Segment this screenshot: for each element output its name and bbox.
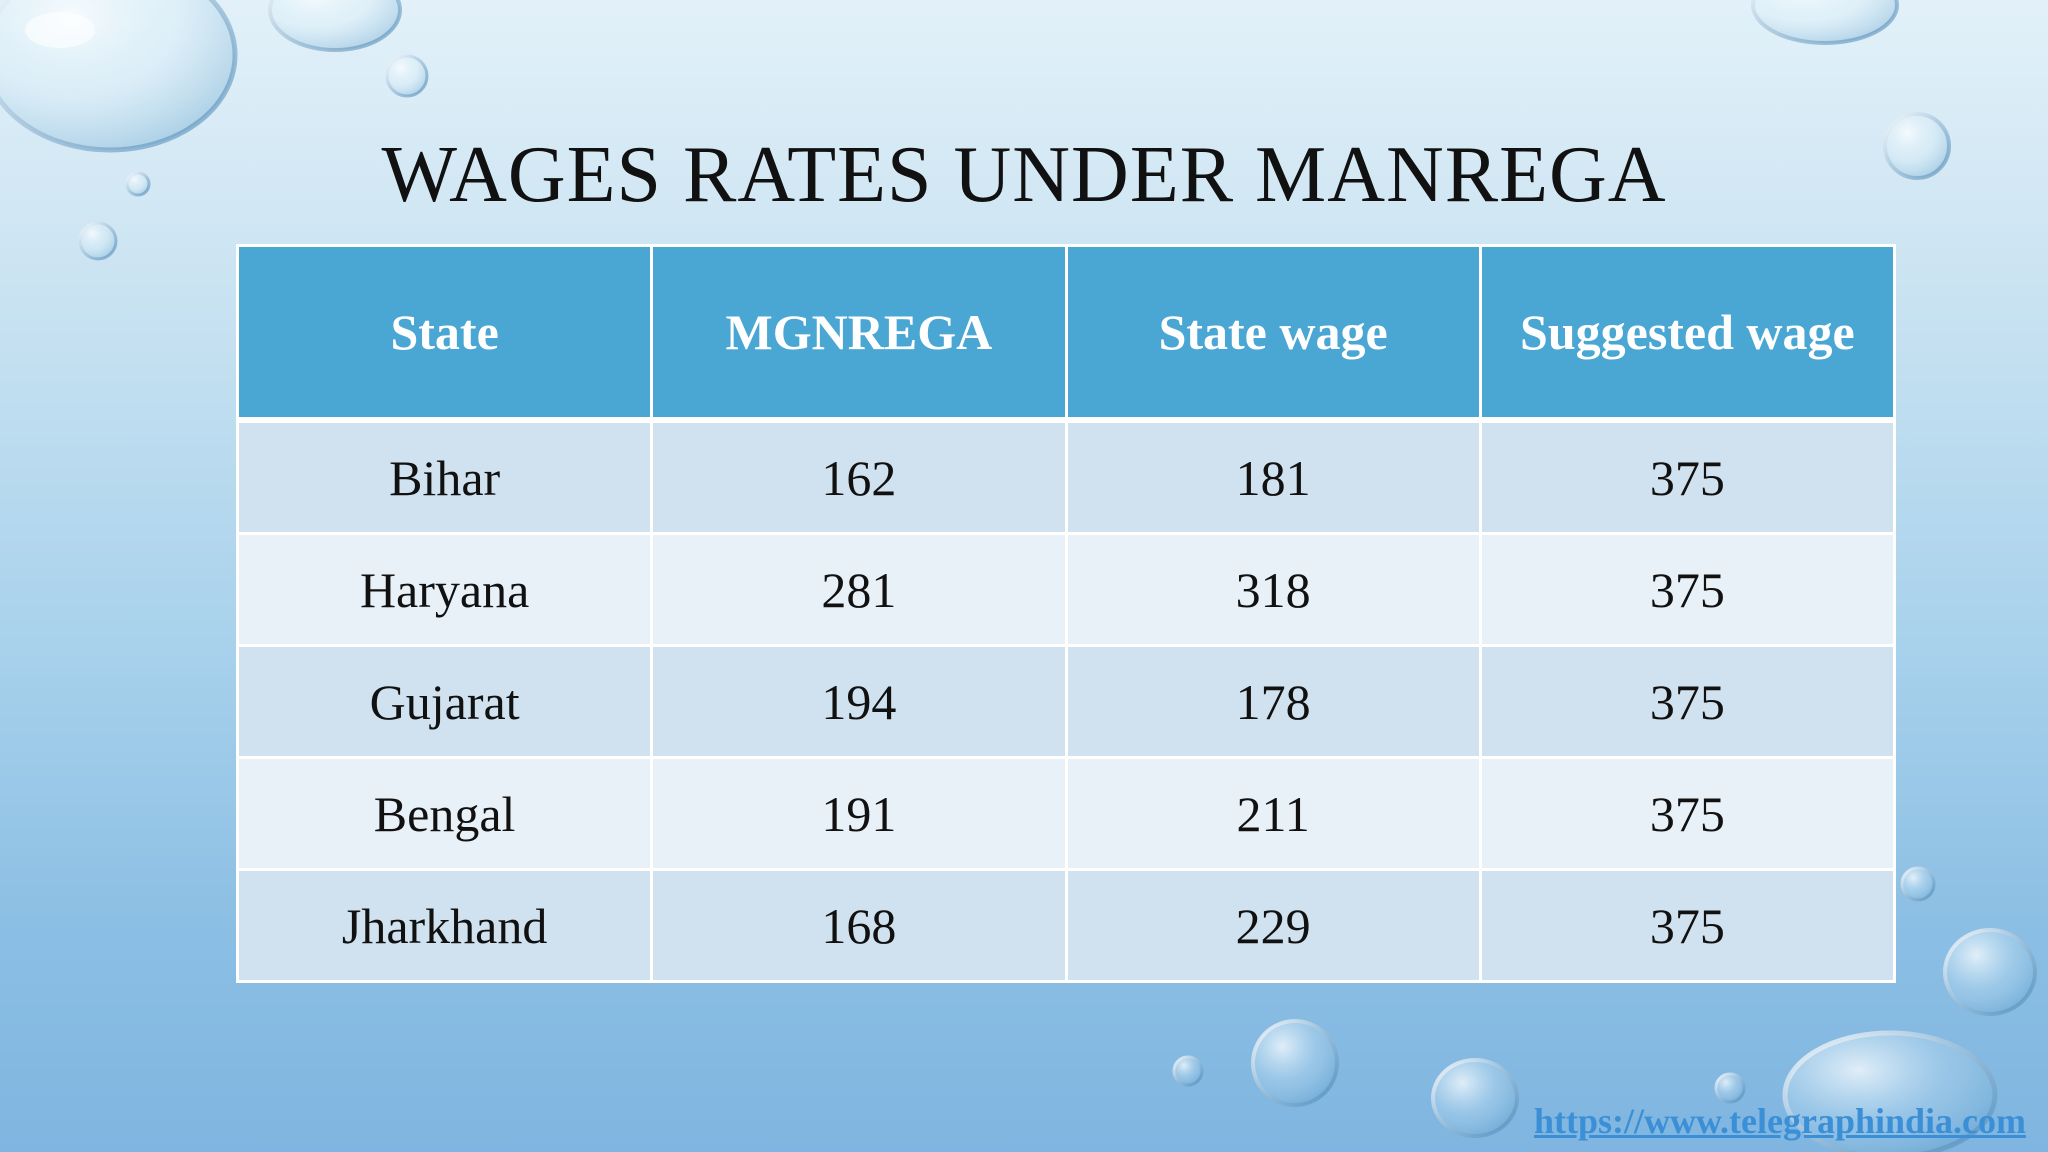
table-row: Bihar 162 181 375 bbox=[235, 418, 1897, 535]
droplet-bottom-right-1 bbox=[1431, 1058, 1519, 1138]
state-wage-cell: 178 bbox=[1064, 644, 1482, 759]
wage-rates-table: State MGNREGA State wage Suggested wage … bbox=[235, 244, 1897, 983]
state-wage-cell: 181 bbox=[1064, 418, 1482, 535]
column-header-suggested-wage: Suggested wage bbox=[1478, 244, 1897, 422]
state-wage-cell: 211 bbox=[1064, 756, 1482, 871]
table-row: Jharkhand 168 229 375 bbox=[235, 868, 1897, 983]
state-cell: Gujarat bbox=[235, 644, 654, 759]
state-cell: Haryana bbox=[235, 532, 654, 647]
state-wage-cell: 318 bbox=[1064, 532, 1482, 647]
droplet-large-top-left bbox=[0, 0, 238, 153]
state-cell: Bihar bbox=[235, 418, 654, 535]
droplet-left-medium bbox=[78, 221, 118, 261]
mgnrega-cell: 168 bbox=[650, 868, 1068, 983]
droplet-bottom-middle-small bbox=[1172, 1055, 1204, 1087]
droplet-top-left-3 bbox=[385, 54, 429, 98]
droplet-left-small bbox=[125, 171, 151, 197]
droplet-right-upper bbox=[1883, 112, 1951, 180]
suggested-wage-cell: 375 bbox=[1478, 418, 1897, 535]
state-wage-cell: 229 bbox=[1064, 868, 1482, 983]
table-row: Bengal 191 211 375 bbox=[235, 756, 1897, 871]
droplet-bottom-middle-large bbox=[1251, 1019, 1339, 1107]
column-header-state-wage: State wage bbox=[1064, 244, 1482, 422]
droplet-right-small bbox=[1900, 866, 1936, 902]
droplet-top-right bbox=[1751, 0, 1899, 45]
droplet-right-lower bbox=[1943, 928, 2037, 1016]
mgnrega-cell: 162 bbox=[650, 418, 1068, 535]
column-header-state: State bbox=[235, 244, 654, 422]
suggested-wage-cell: 375 bbox=[1478, 756, 1897, 871]
mgnrega-cell: 281 bbox=[650, 532, 1068, 647]
source-link[interactable]: https://www.telegraphindia.com bbox=[1533, 1101, 2026, 1141]
state-cell: Bengal bbox=[235, 756, 654, 871]
table-row: Haryana 281 318 375 bbox=[235, 532, 1897, 647]
table-row: Gujarat 194 178 375 bbox=[235, 644, 1897, 759]
column-header-mgnrega: MGNREGA bbox=[650, 244, 1068, 422]
droplet-top-left-2 bbox=[268, 0, 402, 52]
slide-title: WAGES RATES UNDER MANREGA bbox=[381, 131, 1667, 219]
droplet-bottom-right-2 bbox=[1714, 1072, 1746, 1104]
suggested-wage-cell: 375 bbox=[1478, 532, 1897, 647]
suggested-wage-cell: 375 bbox=[1478, 868, 1897, 983]
droplet-bottom-right-large bbox=[1782, 1030, 1998, 1152]
mgnrega-cell: 191 bbox=[650, 756, 1068, 871]
mgnrega-cell: 194 bbox=[650, 644, 1068, 759]
state-cell: Jharkhand bbox=[235, 868, 654, 983]
table-header-row: State MGNREGA State wage Suggested wage bbox=[235, 244, 1897, 422]
suggested-wage-cell: 375 bbox=[1478, 644, 1897, 759]
